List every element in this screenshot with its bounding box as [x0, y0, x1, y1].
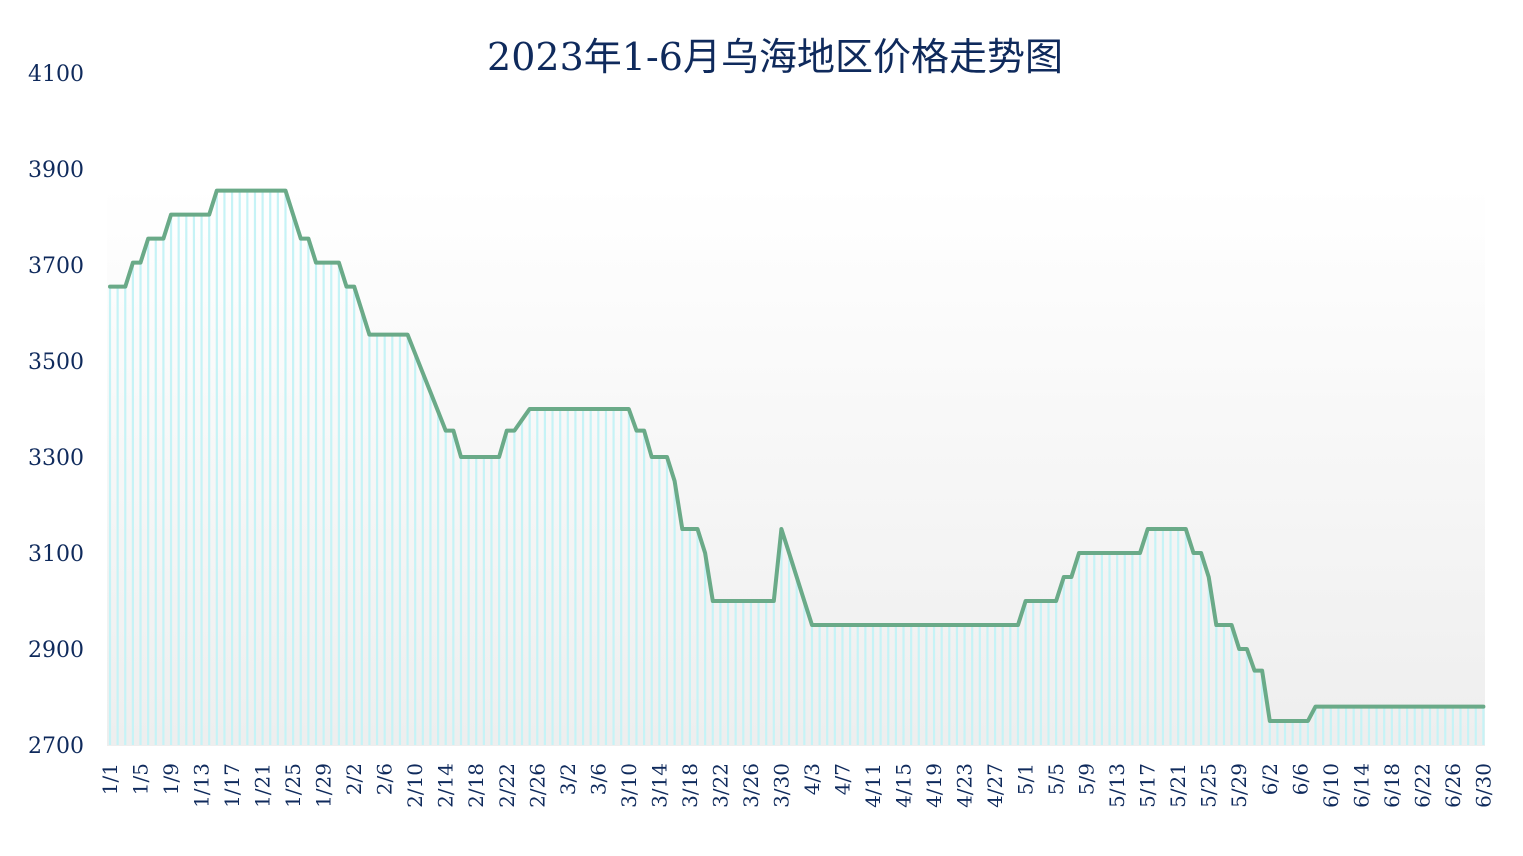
x-tick-label: 1/13	[190, 763, 214, 808]
x-tick-label: 1/25	[281, 763, 305, 808]
x-tick-label: 5/29	[1227, 763, 1251, 808]
x-tick-label: 2/6	[373, 763, 397, 795]
y-tick-label: 3900	[28, 158, 84, 183]
x-tick-label: 6/18	[1380, 763, 1404, 808]
x-tick-label: 4/27	[983, 763, 1007, 808]
x-tick-label: 5/21	[1166, 763, 1190, 808]
x-tick-label: 6/6	[1288, 763, 1312, 795]
x-tick-label: 2/26	[525, 763, 549, 808]
x-tick-label: 3/14	[647, 763, 671, 808]
x-tick-label: 4/15	[892, 763, 916, 808]
x-tick-label: 1/21	[251, 763, 275, 808]
x-tick-label: 2/10	[403, 763, 427, 808]
x-tick-label: 4/7	[830, 763, 854, 795]
y-tick-label: 3500	[28, 350, 84, 375]
x-tick-label: 4/23	[953, 763, 977, 808]
x-tick-label: 4/19	[922, 763, 946, 808]
x-axis: 1/1 1/5 1/9 1/13 1/17 1/21 1/25 1/29 2/2 2/6 2/10 2…	[98, 763, 1495, 808]
x-tick-label: 1/5	[129, 763, 153, 795]
x-tick-label: 3/26	[739, 763, 763, 808]
x-tick-label: 5/1	[1014, 763, 1038, 795]
x-tick-label: 3/22	[708, 763, 732, 808]
x-tick-label: 5/17	[1136, 763, 1160, 808]
x-tick-label: 6/22	[1410, 763, 1434, 808]
x-tick-label: 6/10	[1319, 763, 1343, 808]
y-tick-label: 3300	[28, 446, 84, 471]
x-tick-label: 3/6	[586, 763, 610, 795]
x-tick-label: 3/30	[769, 763, 793, 808]
area-fill-bars	[108, 190, 1485, 745]
y-tick-label: 2700	[28, 734, 84, 759]
chart-title: 2023年1-6月乌海地区价格走势图	[487, 35, 1063, 79]
x-tick-label: 4/3	[800, 763, 824, 795]
x-tick-label: 3/2	[556, 763, 580, 795]
y-axis: 2700 2900 3100 3300 3500 3700 3900 4100	[28, 62, 84, 759]
y-tick-label: 3700	[28, 254, 84, 279]
x-tick-label: 3/10	[617, 763, 641, 808]
x-tick-label: 5/25	[1197, 763, 1221, 808]
y-tick-label: 4100	[28, 62, 84, 87]
x-tick-label: 6/14	[1349, 763, 1373, 808]
y-tick-label: 2900	[28, 638, 84, 663]
y-tick-label: 3100	[28, 542, 84, 567]
x-tick-label: 2/14	[434, 763, 458, 808]
series-line	[108, 188, 1486, 723]
x-tick-label: 1/17	[220, 763, 244, 808]
x-tick-label: 5/5	[1044, 763, 1068, 795]
x-tick-label: 4/11	[861, 763, 885, 808]
x-tick-label: 2/18	[464, 763, 488, 808]
x-tick-label: 6/26	[1441, 763, 1465, 808]
x-tick-label: 1/29	[312, 763, 336, 808]
x-tick-label: 1/9	[159, 763, 183, 795]
x-tick-label: 5/9	[1075, 763, 1099, 795]
x-tick-label: 5/13	[1105, 763, 1129, 808]
x-tick-label: 6/30	[1471, 763, 1495, 808]
x-tick-label: 1/1	[98, 763, 122, 795]
x-tick-label: 2/2	[342, 763, 366, 795]
x-tick-label: 3/18	[678, 763, 702, 808]
x-tick-label: 2/22	[495, 763, 519, 808]
x-tick-label: 6/2	[1258, 763, 1282, 795]
